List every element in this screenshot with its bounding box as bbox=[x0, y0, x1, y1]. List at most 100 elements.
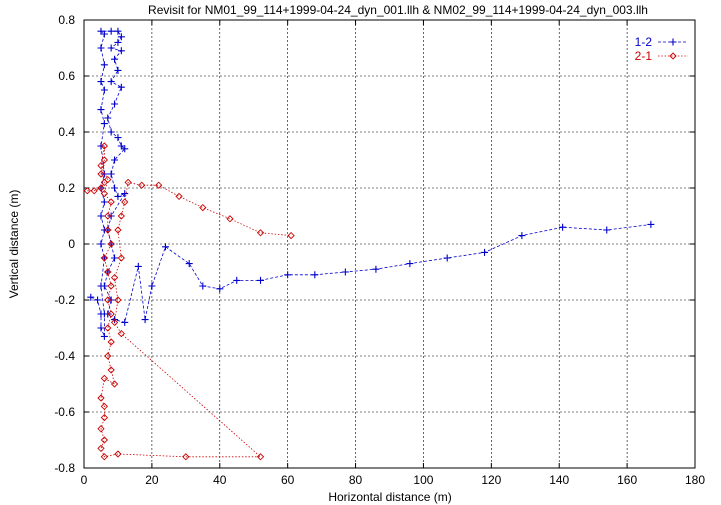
series-group bbox=[83, 27, 655, 461]
axis-ticks: 0 20 40 60 80 100 120 140 160 180 -0.8 -0.6 -0.4 -0.2… bbox=[54, 13, 705, 487]
data-point bbox=[100, 453, 109, 461]
data-point bbox=[104, 268, 112, 276]
data-point bbox=[107, 366, 115, 374]
data-point bbox=[406, 260, 414, 268]
x-tick-label: 160 bbox=[617, 473, 637, 487]
data-point bbox=[518, 232, 526, 240]
data-point bbox=[100, 254, 109, 262]
data-point bbox=[83, 187, 92, 195]
y-tick-label: 0 bbox=[68, 237, 75, 251]
data-point bbox=[287, 231, 295, 240]
x-tick-label: 180 bbox=[685, 473, 705, 487]
series-2-1 bbox=[83, 142, 295, 461]
data-point bbox=[100, 86, 108, 94]
data-point bbox=[111, 55, 119, 63]
data-point bbox=[117, 33, 125, 41]
data-point bbox=[256, 229, 265, 237]
series-1-2 bbox=[87, 27, 655, 340]
data-point bbox=[97, 324, 105, 332]
data-point bbox=[185, 260, 193, 268]
data-point bbox=[104, 296, 112, 304]
data-point bbox=[134, 262, 142, 270]
data-point bbox=[100, 332, 108, 340]
data-point bbox=[114, 38, 122, 46]
data-point bbox=[603, 226, 611, 234]
data-point bbox=[97, 444, 105, 453]
x-tick-label: 40 bbox=[213, 473, 227, 487]
data-point bbox=[100, 413, 109, 422]
data-point bbox=[114, 450, 122, 458]
y-axis-title: Vertical distance (m) bbox=[7, 190, 21, 299]
data-point bbox=[104, 324, 112, 332]
data-point bbox=[100, 142, 109, 150]
data-point bbox=[647, 220, 655, 228]
data-point bbox=[97, 78, 105, 86]
data-point bbox=[199, 282, 207, 290]
data-point bbox=[97, 394, 105, 402]
data-point bbox=[341, 268, 349, 276]
data-point bbox=[107, 78, 115, 86]
y-tick-label: -0.6 bbox=[54, 405, 75, 419]
data-point bbox=[107, 128, 115, 136]
data-point bbox=[372, 265, 380, 273]
data-point bbox=[216, 285, 224, 293]
data-point bbox=[104, 114, 112, 122]
data-point bbox=[87, 293, 95, 301]
data-point bbox=[97, 106, 105, 114]
data-point bbox=[117, 83, 125, 91]
chart-title: Revisit for NM01_99_114+1999-04-24_dyn_0… bbox=[148, 3, 648, 17]
data-point bbox=[117, 329, 125, 338]
data-point bbox=[138, 181, 146, 189]
x-tick-label: 60 bbox=[281, 473, 295, 487]
data-point bbox=[107, 240, 115, 248]
data-point bbox=[107, 27, 115, 35]
data-point bbox=[107, 282, 115, 290]
data-point bbox=[100, 156, 109, 164]
grid bbox=[84, 20, 695, 468]
data-point bbox=[90, 187, 98, 195]
data-point bbox=[114, 226, 122, 234]
data-point bbox=[117, 212, 125, 220]
data-point bbox=[117, 47, 125, 55]
data-point bbox=[100, 61, 108, 69]
data-point bbox=[121, 318, 129, 326]
data-point bbox=[114, 296, 122, 304]
data-point bbox=[121, 145, 129, 153]
x-tick-label: 80 bbox=[349, 473, 363, 487]
legend-marker bbox=[669, 52, 677, 60]
data-point bbox=[121, 190, 129, 198]
data-point bbox=[110, 380, 119, 388]
data-point bbox=[107, 240, 115, 248]
data-point bbox=[107, 198, 115, 206]
data-point bbox=[284, 271, 292, 279]
data-point bbox=[114, 66, 122, 74]
y-tick-label: 0.8 bbox=[58, 13, 75, 27]
data-point bbox=[199, 203, 207, 212]
data-point bbox=[114, 192, 122, 200]
x-tick-label: 120 bbox=[481, 473, 501, 487]
data-point bbox=[114, 134, 122, 142]
data-point bbox=[97, 27, 105, 35]
data-point bbox=[141, 316, 149, 324]
legend-label: 1-2 bbox=[635, 35, 653, 49]
data-point bbox=[110, 273, 119, 282]
data-point bbox=[182, 453, 190, 461]
data-point bbox=[111, 156, 119, 164]
data-point bbox=[114, 27, 122, 35]
data-point bbox=[311, 271, 319, 279]
y-tick-label: 0.4 bbox=[58, 125, 75, 139]
data-point bbox=[155, 181, 163, 189]
data-point bbox=[100, 189, 109, 198]
x-tick-label: 140 bbox=[549, 473, 569, 487]
data-point bbox=[233, 276, 241, 284]
data-point bbox=[97, 161, 105, 170]
legend-marker bbox=[669, 38, 677, 46]
data-point bbox=[97, 184, 105, 192]
data-point bbox=[97, 212, 105, 220]
data-point bbox=[110, 318, 119, 327]
data-point bbox=[124, 178, 132, 187]
data-point bbox=[148, 282, 156, 290]
data-point bbox=[107, 170, 115, 178]
data-point bbox=[104, 175, 112, 184]
data-point bbox=[117, 254, 125, 262]
